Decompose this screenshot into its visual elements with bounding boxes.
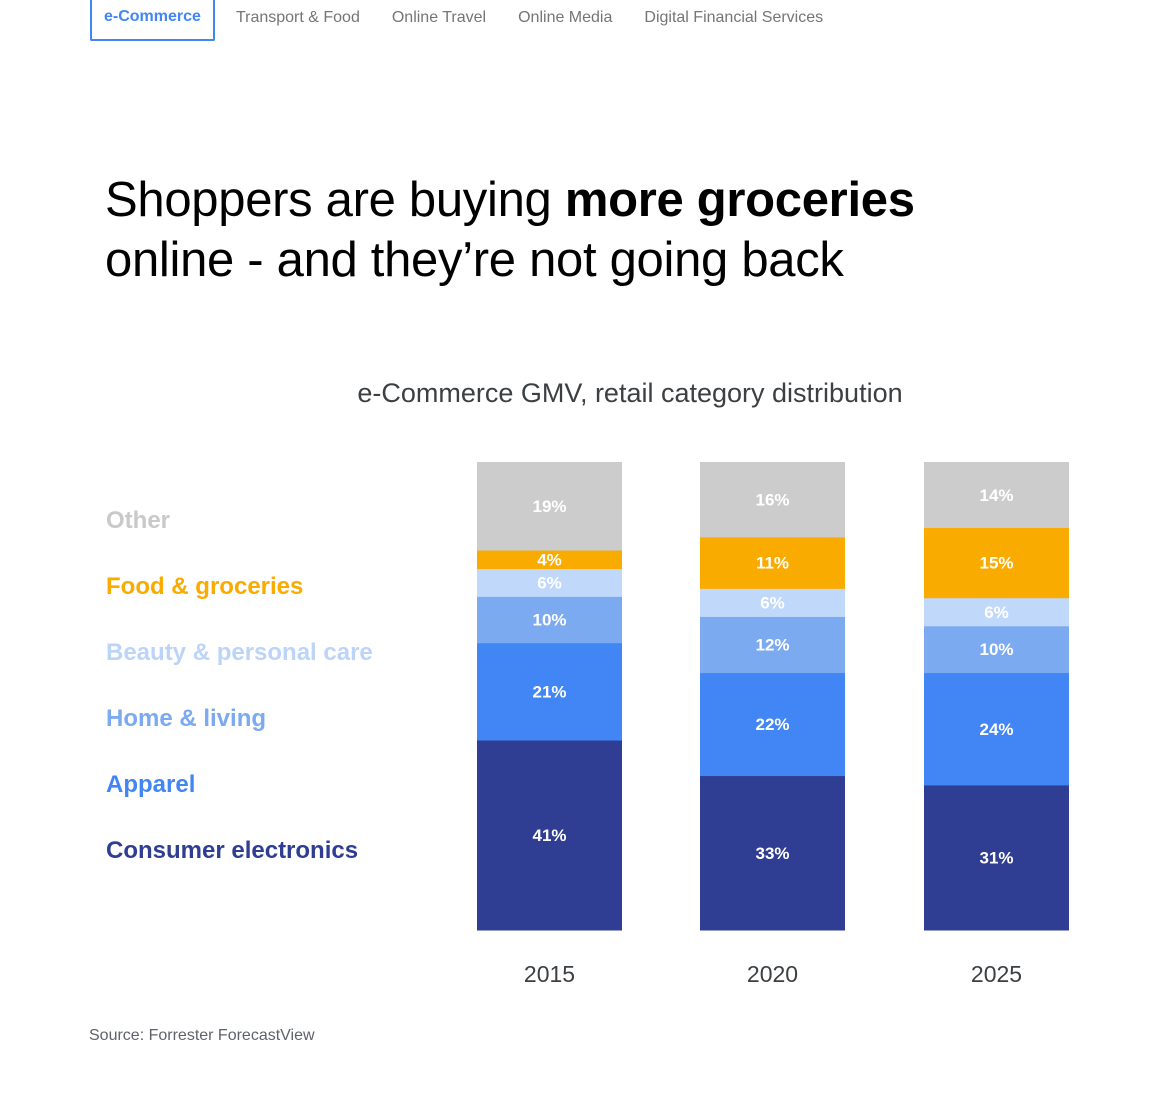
- x-tick-label-2025: 2025: [971, 961, 1022, 987]
- bar-segment-apparel-2015: [477, 642, 622, 741]
- bar-segment-beauty-personal-care-2015: [477, 568, 622, 597]
- data-label-consumer-electronics-2020: 33%: [755, 844, 789, 863]
- data-label-apparel-2020: 22%: [755, 715, 789, 734]
- data-label-other-2015: 19%: [532, 497, 566, 516]
- legend-item-beauty-personal-care: Beauty & personal care: [106, 639, 373, 666]
- legend-item-food-groceries: Food & groceries: [106, 573, 304, 600]
- tab-online-travel[interactable]: Online Travel: [391, 8, 487, 26]
- bar-segment-other-2025: [924, 462, 1069, 529]
- page-headline: Shoppers are buying more groceries onlin…: [105, 170, 1005, 290]
- bar-segment-consumer-electronics-2025: [924, 784, 1069, 931]
- bar-segment-home-living-2020: [700, 616, 845, 674]
- bar-segment-home-living-2025: [924, 625, 1069, 674]
- bar-segment-food-groceries-2015: [477, 550, 622, 570]
- bar-segment-home-living-2015: [477, 596, 622, 644]
- headline-part2: online - and they’re not going back: [105, 233, 844, 287]
- data-label-consumer-electronics-2025: 31%: [979, 848, 1013, 867]
- bar-segment-consumer-electronics-2020: [700, 775, 845, 931]
- headline-part1: Shoppers are buying: [105, 173, 565, 227]
- data-label-beauty-personal-care-2020: 6%: [760, 593, 785, 612]
- tab-online-media[interactable]: Online Media: [518, 8, 613, 26]
- legend-item-other: Other: [106, 507, 171, 534]
- legend-item-home-living: Home & living: [106, 705, 267, 732]
- chart-legend: Other Food & groceries Beauty & personal c…: [106, 504, 373, 900]
- bar-segment-food-groceries-2025: [924, 527, 1069, 599]
- category-tabs: e-Commerce Transport & Food Online Travel O…: [90, 0, 844, 41]
- tab-e-commerce[interactable]: e-Commerce: [90, 0, 215, 41]
- data-label-other-2025: 14%: [979, 486, 1013, 505]
- tab-digital-financial-services[interactable]: Digital Financial Services: [644, 8, 824, 26]
- data-label-home-living-2025: 10%: [979, 640, 1013, 659]
- headline-emphasis: more groceries: [564, 173, 915, 227]
- tab-transport-food[interactable]: Transport & Food: [235, 8, 360, 26]
- data-label-food-groceries-2025: 15%: [979, 554, 1013, 573]
- data-label-apparel-2025: 24%: [979, 720, 1013, 739]
- bar-segment-beauty-personal-care-2020: [700, 588, 845, 617]
- bar-segment-apparel-2020: [700, 672, 845, 777]
- legend-item-apparel: Apparel: [106, 771, 196, 798]
- data-label-beauty-personal-care-2025: 6%: [984, 603, 1009, 622]
- chart-title: e-Commerce GMV, retail category distribu…: [357, 378, 903, 408]
- bar-segment-beauty-personal-care-2025: [924, 597, 1069, 627]
- data-label-food-groceries-2015: 4%: [537, 550, 562, 569]
- data-label-other-2020: 16%: [755, 490, 789, 509]
- x-tick-label-2015: 2015: [524, 961, 575, 987]
- bar-segment-food-groceries-2020: [700, 536, 845, 589]
- source-note: Source: Forrester ForecastView: [89, 1027, 315, 1044]
- bar-segment-other-2020: [700, 462, 845, 538]
- data-label-food-groceries-2020: 11%: [756, 554, 789, 573]
- bar-segment-consumer-electronics-2015: [477, 740, 622, 931]
- data-label-consumer-electronics-2015: 41%: [532, 826, 566, 845]
- data-label-beauty-personal-care-2015: 6%: [537, 573, 562, 592]
- bar-segment-other-2015: [477, 462, 622, 551]
- bar-segment-apparel-2025: [924, 672, 1069, 786]
- legend-item-consumer-electronics: Consumer electronics: [106, 837, 359, 864]
- x-tick-label-2020: 2020: [747, 961, 798, 987]
- data-label-home-living-2015: 10%: [532, 611, 566, 630]
- data-label-apparel-2015: 21%: [532, 682, 566, 701]
- data-label-home-living-2020: 12%: [755, 636, 789, 655]
